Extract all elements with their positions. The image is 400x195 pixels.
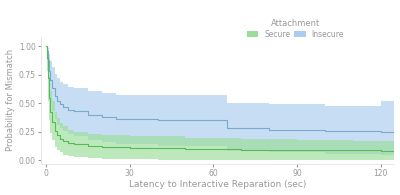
X-axis label: Latency to Interactive Reparation (sec): Latency to Interactive Reparation (sec)	[129, 180, 306, 190]
Legend: Secure, Insecure: Secure, Insecure	[246, 19, 344, 39]
Y-axis label: Probability for Mismatch: Probability for Mismatch	[6, 49, 14, 152]
